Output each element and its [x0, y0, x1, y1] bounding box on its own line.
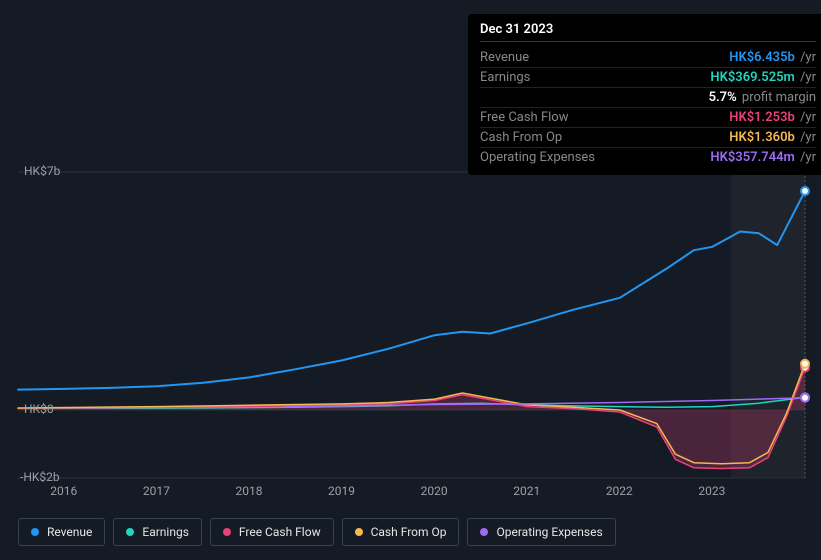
y-tick-zero: HK$0 [24, 402, 54, 416]
tooltip-row: Earnings HK$369.525m /yr [480, 68, 816, 88]
tooltip-row: Operating Expenses HK$357.744m /yr [480, 148, 816, 167]
tooltip-label: Revenue [480, 50, 529, 65]
tooltip-label: Free Cash Flow [480, 110, 568, 125]
tooltip-label: Operating Expenses [480, 150, 595, 165]
legend-label: Earnings [142, 525, 189, 539]
x-tick-5: 2021 [513, 484, 540, 498]
tooltip-value: HK$369.525m /yr [710, 70, 816, 85]
legend-label: Cash From Op [371, 525, 447, 539]
legend-label: Operating Expenses [496, 525, 602, 539]
x-tick-1: 2017 [143, 484, 170, 498]
x-tick-4: 2020 [421, 484, 448, 498]
tooltip-value: 5.7% profit margin [709, 90, 816, 105]
x-tick-6: 2022 [606, 484, 633, 498]
tooltip-row: Revenue HK$6.435b /yr [480, 48, 816, 68]
legend-label: Revenue [47, 525, 92, 539]
legend-item-earnings[interactable]: Earnings [113, 518, 202, 546]
legend-item-fcf[interactable]: Free Cash Flow [210, 518, 334, 546]
tooltip-rows: Revenue HK$6.435b /yr Earnings HK$369.525m … [480, 48, 816, 167]
legend-item-revenue[interactable]: Revenue [18, 518, 105, 546]
tooltip-row: Cash From Op HK$1.360b /yr [480, 128, 816, 148]
tooltip-row: 5.7% profit margin [480, 88, 816, 108]
chart-tooltip: Dec 31 2023 Revenue HK$6.435b /yr Earnings… [468, 14, 821, 175]
legend-dot-icon [480, 528, 488, 536]
y-tick-top: HK$7b [24, 164, 60, 178]
x-tick-2: 2018 [235, 484, 262, 498]
tooltip-value: HK$1.253b /yr [729, 110, 816, 125]
tooltip-row: Free Cash Flow HK$1.253b /yr [480, 108, 816, 128]
x-tick-7: 2023 [698, 484, 725, 498]
legend-dot-icon [31, 528, 39, 536]
tooltip-value: HK$6.435b /yr [729, 50, 816, 65]
tooltip-label: Earnings [480, 70, 530, 85]
legend-item-opex[interactable]: Operating Expenses [467, 518, 615, 546]
tooltip-value: HK$1.360b /yr [729, 130, 816, 145]
legend-dot-icon [355, 528, 363, 536]
tooltip-title: Dec 31 2023 [480, 22, 816, 42]
financials-chart: HK$7b HK$0 -HK$2b 2016 2017 2018 2019 20… [0, 0, 821, 560]
tooltip-label: Cash From Op [480, 130, 562, 145]
x-tick-3: 2019 [328, 484, 355, 498]
y-tick-bot: -HK$2b [20, 470, 60, 484]
legend-item-cfo[interactable]: Cash From Op [342, 518, 460, 546]
tooltip-value: HK$357.744m /yr [710, 150, 816, 165]
chart-legend: Revenue Earnings Free Cash Flow Cash From O… [18, 518, 616, 546]
x-tick-0: 2016 [50, 484, 77, 498]
legend-dot-icon [126, 528, 134, 536]
legend-dot-icon [223, 528, 231, 536]
legend-label: Free Cash Flow [239, 525, 321, 539]
